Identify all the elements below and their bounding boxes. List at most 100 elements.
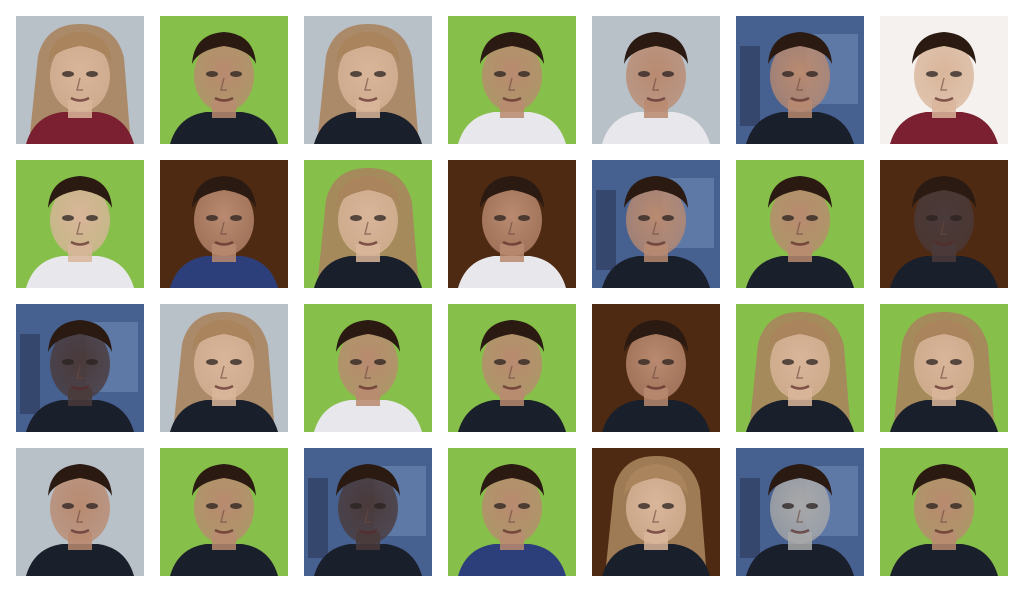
face-tile — [160, 304, 288, 432]
face — [770, 184, 830, 256]
shirt — [890, 256, 998, 288]
face-image — [16, 448, 144, 576]
hair — [192, 464, 256, 496]
shirt — [746, 400, 854, 432]
face — [770, 40, 830, 112]
hair — [912, 176, 976, 208]
face-tile — [592, 160, 720, 288]
mouth — [646, 96, 666, 102]
nose — [940, 77, 947, 91]
face-image — [592, 160, 720, 288]
shirt — [314, 256, 422, 288]
hair — [624, 464, 688, 496]
face-tile — [592, 448, 720, 576]
face-image — [736, 448, 864, 576]
nose — [652, 365, 659, 379]
mouth — [502, 240, 522, 246]
nose — [940, 365, 947, 379]
eye-right — [374, 503, 386, 509]
nose — [220, 509, 227, 523]
face-image — [880, 16, 1008, 144]
face — [482, 40, 542, 112]
eye-left — [350, 71, 362, 77]
face-image — [592, 448, 720, 576]
face-image — [16, 160, 144, 288]
nose — [508, 365, 515, 379]
eye-left — [926, 359, 938, 365]
eye-left — [782, 215, 794, 221]
shirt — [314, 544, 422, 576]
face-image — [736, 304, 864, 432]
face-tile — [592, 16, 720, 144]
nose — [652, 221, 659, 235]
face-tile — [880, 448, 1008, 576]
eye-right — [806, 359, 818, 365]
mouth — [790, 528, 810, 534]
eye-left — [782, 503, 794, 509]
hair — [48, 320, 112, 352]
eye-left — [926, 71, 938, 77]
face-image — [160, 304, 288, 432]
hair — [48, 32, 112, 64]
eye-right — [518, 215, 530, 221]
face-image — [880, 160, 1008, 288]
mouth — [358, 384, 378, 390]
eye-left — [494, 359, 506, 365]
face — [50, 184, 110, 256]
eye-right — [518, 71, 530, 77]
shirt — [746, 256, 854, 288]
hair — [336, 32, 400, 64]
face-tile — [736, 160, 864, 288]
shirt — [314, 400, 422, 432]
face — [194, 40, 254, 112]
face-tile — [304, 160, 432, 288]
eye-left — [62, 359, 74, 365]
shirt — [170, 400, 278, 432]
face — [338, 40, 398, 112]
eye-right — [662, 503, 674, 509]
shirt — [170, 256, 278, 288]
eye-left — [206, 215, 218, 221]
face — [338, 472, 398, 544]
face — [338, 184, 398, 256]
eye-right — [374, 71, 386, 77]
face-tile — [160, 448, 288, 576]
hair — [768, 32, 832, 64]
hair — [768, 464, 832, 496]
mouth — [70, 96, 90, 102]
face-image — [160, 448, 288, 576]
nose — [364, 77, 371, 91]
eye-right — [86, 359, 98, 365]
mouth — [214, 96, 234, 102]
face — [770, 328, 830, 400]
hair — [480, 176, 544, 208]
eye-right — [230, 71, 242, 77]
eye-right — [86, 503, 98, 509]
mouth — [502, 96, 522, 102]
mouth — [214, 384, 234, 390]
shirt — [602, 112, 710, 144]
nose — [508, 77, 515, 91]
mouth — [646, 528, 666, 534]
hair — [624, 176, 688, 208]
eye-right — [806, 71, 818, 77]
eye-left — [638, 71, 650, 77]
eye-right — [662, 71, 674, 77]
eye-right — [950, 503, 962, 509]
hair — [48, 176, 112, 208]
shirt — [746, 112, 854, 144]
eye-left — [62, 215, 74, 221]
eye-right — [662, 359, 674, 365]
nose — [76, 509, 83, 523]
nose — [364, 221, 371, 235]
shirt — [26, 544, 134, 576]
eye-left — [494, 71, 506, 77]
face-tile — [16, 448, 144, 576]
face-image — [880, 304, 1008, 432]
hair — [912, 32, 976, 64]
face-tile — [448, 448, 576, 576]
face — [626, 472, 686, 544]
eye-left — [926, 215, 938, 221]
face-image — [448, 304, 576, 432]
face — [194, 472, 254, 544]
